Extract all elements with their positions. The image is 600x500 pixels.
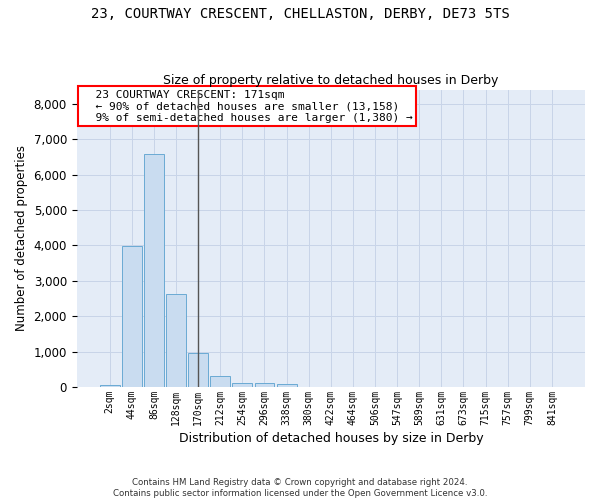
Bar [122,246,142,387]
Text: Contains HM Land Registry data © Crown copyright and database right 2024.
Contai: Contains HM Land Registry data © Crown c… [113,478,487,498]
Bar [100,384,119,387]
Bar [277,384,296,387]
Bar [232,382,253,387]
Bar [211,376,230,387]
Y-axis label: Number of detached properties: Number of detached properties [15,146,28,332]
Bar [254,383,274,387]
X-axis label: Distribution of detached houses by size in Derby: Distribution of detached houses by size … [179,432,483,445]
Bar [166,294,186,387]
Text: 23, COURTWAY CRESCENT, CHELLASTON, DERBY, DE73 5TS: 23, COURTWAY CRESCENT, CHELLASTON, DERBY… [91,8,509,22]
Bar [188,354,208,387]
Bar [144,154,164,387]
Title: Size of property relative to detached houses in Derby: Size of property relative to detached ho… [163,74,499,87]
Text: 23 COURTWAY CRESCENT: 171sqm
  ← 90% of detached houses are smaller (13,158)
  9: 23 COURTWAY CRESCENT: 171sqm ← 90% of de… [82,90,412,123]
